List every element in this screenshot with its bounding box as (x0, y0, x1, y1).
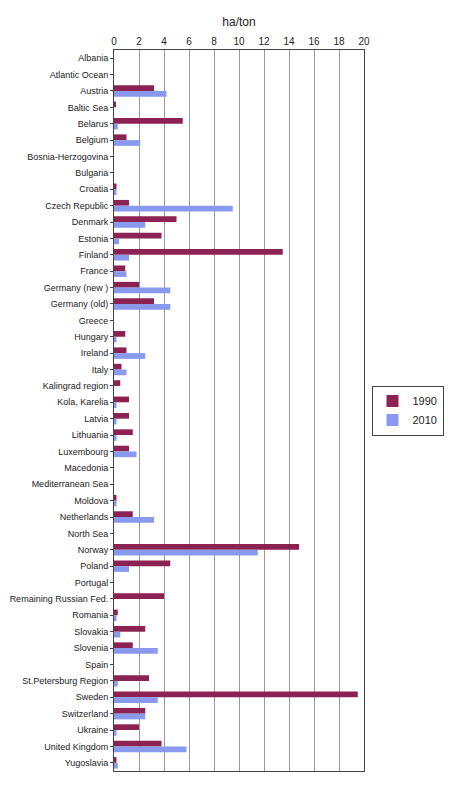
svg-text:8: 8 (211, 36, 217, 47)
svg-text:6: 6 (186, 36, 192, 47)
svg-text:Latvia: Latvia (84, 414, 108, 424)
svg-text:Norway: Norway (78, 545, 109, 555)
svg-text:North Sea: North Sea (68, 529, 109, 539)
svg-text:16: 16 (308, 36, 320, 47)
svg-text:Slovakia: Slovakia (74, 627, 108, 637)
svg-text:Spain: Spain (85, 660, 108, 670)
svg-text:Austria: Austria (80, 86, 108, 96)
svg-text:Sweden: Sweden (76, 692, 109, 702)
svg-text:Bulgaria: Bulgaria (75, 168, 108, 178)
svg-text:Yugoslavia: Yugoslavia (65, 758, 109, 768)
svg-text:United Kingdom: United Kingdom (44, 742, 108, 752)
svg-text:Remaining Russian Fed.: Remaining Russian Fed. (10, 594, 109, 604)
svg-text:Finland: Finland (79, 250, 109, 260)
svg-text:Ireland: Ireland (81, 348, 109, 358)
svg-text:Portugal: Portugal (75, 578, 109, 588)
svg-text:2010: 2010 (413, 414, 437, 426)
svg-text:Greece: Greece (79, 316, 109, 326)
svg-text:18: 18 (333, 36, 345, 47)
svg-text:1990: 1990 (413, 395, 437, 407)
svg-text:Croatia: Croatia (79, 184, 108, 194)
svg-text:Netherlands: Netherlands (60, 512, 109, 522)
svg-text:Moldova: Moldova (74, 496, 108, 506)
svg-text:Ukraine: Ukraine (77, 725, 108, 735)
svg-text:Italy: Italy (92, 365, 109, 375)
svg-text:Romania: Romania (72, 610, 108, 620)
svg-text:Belgium: Belgium (76, 135, 109, 145)
svg-text:Kalingrad region: Kalingrad region (43, 381, 109, 391)
svg-text:Denmark: Denmark (72, 217, 109, 227)
svg-text:France: France (80, 266, 108, 276)
svg-text:4: 4 (161, 36, 167, 47)
svg-text:Estonia: Estonia (78, 234, 108, 244)
svg-text:Germany (old): Germany (old) (51, 299, 109, 309)
svg-text:2: 2 (136, 36, 142, 47)
svg-text:Luxembourg: Luxembourg (58, 447, 108, 457)
svg-text:St.Petersburg Region: St.Petersburg Region (22, 676, 108, 686)
svg-text:Lithuania: Lithuania (72, 430, 109, 440)
svg-text:Belarus: Belarus (78, 119, 109, 129)
svg-text:Bosnia-Herzogovina: Bosnia-Herzogovina (27, 152, 108, 162)
svg-text:Poland: Poland (80, 561, 108, 571)
svg-text:Baltic Sea: Baltic Sea (68, 103, 109, 113)
svg-text:14: 14 (283, 36, 295, 47)
svg-text:Mediterranean Sea: Mediterranean Sea (32, 479, 109, 489)
svg-text:10: 10 (233, 36, 245, 47)
svg-text:ha/ton: ha/ton (222, 15, 255, 29)
svg-text:Slovenia: Slovenia (74, 643, 109, 653)
svg-text:12: 12 (258, 36, 270, 47)
svg-text:Atlantic Ocean: Atlantic Ocean (50, 70, 109, 80)
svg-text:Czech Republic: Czech Republic (45, 201, 109, 211)
svg-text:20: 20 (358, 36, 370, 47)
svg-text:Germany (new ): Germany (new ) (44, 283, 109, 293)
svg-text:0: 0 (111, 36, 117, 47)
svg-text:Albania: Albania (78, 53, 108, 63)
svg-text:Macedonia: Macedonia (64, 463, 108, 473)
svg-text:Kola, Karelia: Kola, Karelia (57, 397, 108, 407)
svg-text:Hungary: Hungary (74, 332, 109, 342)
svg-text:Switzerland: Switzerland (62, 709, 109, 719)
